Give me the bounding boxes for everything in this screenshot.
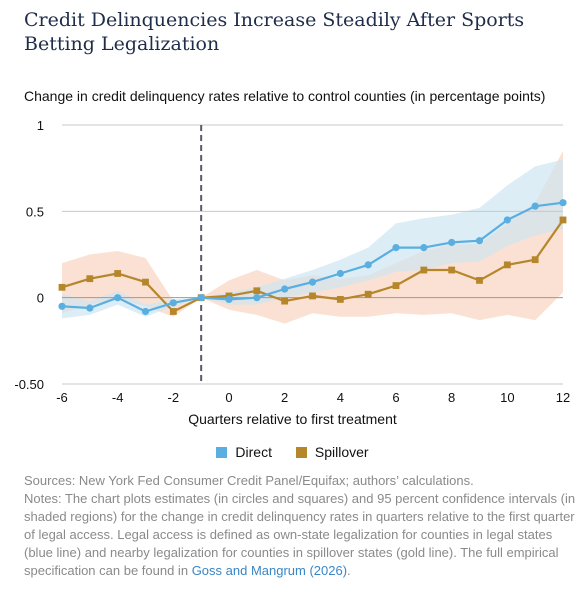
direct-point — [225, 295, 233, 303]
legend-label-spillover: Spillover — [314, 444, 369, 460]
paper-link[interactable]: Goss and Mangrum (2026) — [191, 563, 348, 578]
direct-point — [531, 202, 539, 210]
spillover-point — [531, 256, 539, 264]
x-tick-label: 4 — [337, 390, 344, 405]
legend-item-direct: Direct — [216, 444, 272, 460]
x-tick-label: 0 — [225, 390, 232, 405]
direct-point — [420, 243, 428, 252]
spillover-point — [309, 292, 316, 300]
direct-point — [253, 294, 261, 302]
sources-text: Sources: New York Fed Consumer Credit Pa… — [24, 473, 474, 488]
spillover-point — [253, 287, 261, 295]
direct-point — [336, 269, 344, 278]
direct-point — [503, 216, 511, 224]
y-tick-label: -0.50 — [14, 377, 44, 392]
chart-title: Credit Delinquencies Increase Steadily A… — [24, 9, 525, 55]
confidence-bands — [62, 150, 563, 324]
x-tick-label: 10 — [500, 390, 514, 405]
spillover-point — [503, 261, 511, 269]
spillover-point — [559, 216, 567, 224]
chart-notes: Sources: New York Fed Consumer Credit Pa… — [24, 472, 576, 580]
spillover-point — [169, 308, 177, 315]
x-tick-label: 2 — [281, 390, 288, 405]
direct-point — [475, 237, 484, 245]
chart-subtitle: Change in credit delinquency rates relat… — [24, 88, 546, 104]
direct-point — [58, 302, 66, 310]
x-axis-title: Quarters relative to first treatment — [188, 411, 397, 427]
x-tick-label: -6 — [56, 390, 68, 405]
gridlines — [62, 124, 563, 385]
spillover-point — [420, 266, 428, 274]
x-tick-label: -2 — [168, 390, 180, 405]
y-tick-label: 0.5 — [26, 204, 44, 219]
x-tick-label: 6 — [392, 390, 399, 405]
direct-swatch-icon — [216, 446, 228, 458]
y-tick-label: 1 — [37, 118, 44, 133]
direct-point — [86, 304, 94, 312]
spillover-point — [281, 297, 289, 305]
series-points — [58, 199, 567, 316]
direct-point — [281, 285, 289, 293]
notes-text: Notes: The chart plots estimates (in cir… — [24, 491, 576, 578]
legend-label-direct: Direct — [235, 444, 272, 460]
direct-point — [392, 243, 400, 252]
x-tick-label: -4 — [112, 390, 124, 405]
spillover-point — [448, 266, 456, 274]
spillover-point — [476, 277, 483, 284]
y-tick-label: 0 — [37, 291, 44, 306]
x-axis-ticks: -6 -4 -2 0 2 4 6 8 10 12 — [56, 390, 570, 405]
confidence-band-direct — [62, 159, 563, 319]
direct-point — [364, 261, 372, 269]
direct-point — [448, 238, 456, 247]
legend-item-spillover: Spillover — [295, 444, 369, 460]
spillover-point — [336, 295, 344, 303]
x-tick-label: 12 — [556, 390, 570, 405]
confidence-band-spillover — [62, 150, 563, 324]
line-chart: -0.50 0 0.5 1 -6 -4 -2 0 2 4 6 8 10 12 — [14, 118, 570, 405]
direct-point — [559, 199, 567, 207]
direct-point — [169, 299, 177, 307]
notes-period: . — [347, 563, 351, 578]
notes-paragraph: Notes: The chart plots estimates (in cir… — [24, 490, 576, 580]
x-tick-label: 8 — [448, 390, 455, 405]
direct-point — [197, 294, 205, 302]
spillover-swatch-icon — [295, 446, 307, 458]
spillover-point — [142, 278, 149, 286]
spillover-point — [364, 290, 372, 298]
spillover-point — [86, 275, 94, 283]
spillover-point — [114, 270, 122, 277]
spillover-point — [58, 283, 66, 291]
spillover-point — [392, 282, 400, 289]
direct-point — [141, 307, 150, 316]
direct-point — [308, 278, 317, 286]
y-axis-ticks: -0.50 0 0.5 1 — [14, 118, 44, 392]
legend: Direct Spillover — [0, 444, 585, 461]
direct-point — [114, 294, 122, 302]
